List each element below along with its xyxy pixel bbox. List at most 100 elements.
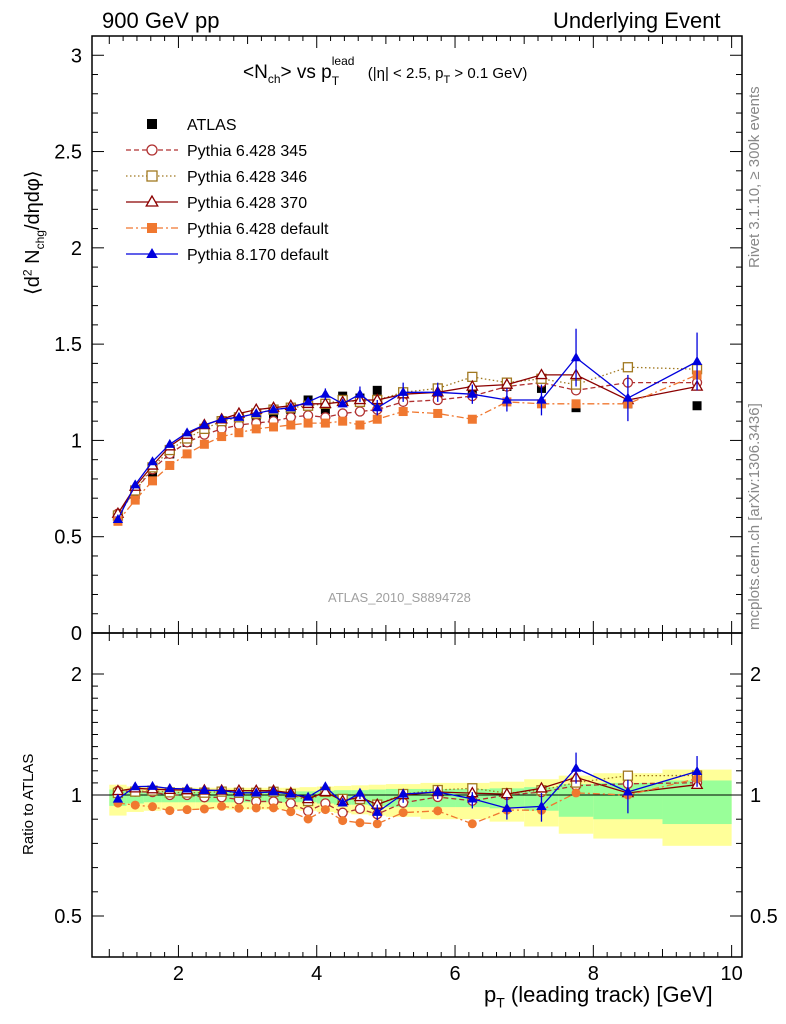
series-5-point [130, 479, 141, 489]
series-1-point [302, 410, 314, 421]
series-1-point [354, 406, 366, 417]
series-4-ratio-point [199, 804, 209, 814]
series-4-point [467, 414, 477, 424]
series-4-point [217, 432, 227, 442]
xlabel-part: p [484, 982, 497, 1007]
series-0-point [320, 405, 330, 415]
series-5-ratio-point [112, 793, 124, 803]
series-4-ratio-point [320, 805, 330, 815]
axis-ticks [92, 36, 742, 957]
title-sub: T [331, 74, 340, 88]
tick-labels: 0 0.5 1 1.5 2 2.5 3 0.5 0.5 1 1 2 2 2 4 6 8 10 [54, 45, 778, 985]
legend-label: Pythia 6.428 345 [187, 143, 307, 160]
series-4-point [130, 495, 140, 505]
series-4-ratio-point [467, 819, 477, 829]
ratio-y-tick-label: 1 [71, 785, 82, 807]
ylabel-sup: 2 [20, 269, 35, 277]
series-5-point [285, 402, 296, 412]
legend-marker [147, 119, 157, 129]
legend-marker [146, 170, 158, 182]
main-y-tick-label: 1.5 [54, 334, 82, 356]
series-4-point [165, 460, 175, 470]
x-axis-label: pT (leading track) [GeV] [484, 982, 713, 1010]
legend-label: ATLAS [187, 117, 237, 134]
series-5-point [181, 427, 193, 437]
main-y-tick-label: 0 [71, 623, 82, 645]
series-5-point [570, 352, 582, 362]
series-5-ratio-point [320, 781, 331, 791]
mcplots-text: mcplots.cern.ch [arXiv:1306.3436] [746, 403, 763, 630]
ylabel-part: ⟨d [22, 276, 44, 295]
series-4-ratio-point [251, 803, 261, 813]
title-cut: > 0.1 GeV) [450, 65, 528, 82]
ratio-y-label: Ratio to ATLAS [20, 753, 37, 855]
legend-marker [147, 223, 157, 233]
rivet-version-text: Rivet 3.1.10, ≥ 300k events [746, 86, 763, 268]
ratio-y-tick-label: 2 [71, 664, 82, 686]
series-5-ratio-point [147, 780, 158, 790]
ylabel-part: /dηdφ⟩ [22, 170, 44, 231]
series-3-ratio-point [535, 781, 548, 793]
series-1-point [337, 408, 348, 419]
ratio-y-tick-label-right: 2 [750, 664, 761, 686]
series-5-point [372, 402, 383, 412]
series-5-point [302, 396, 314, 406]
analysis-watermark: ATLAS_2010_S8894728 [328, 590, 471, 605]
xlabel-sub: T [496, 994, 505, 1011]
title-cut: (|η| < 2.5, p [367, 65, 444, 82]
series-4-point [338, 416, 348, 426]
series-5-point [164, 438, 175, 448]
series-5-ratio-point [302, 791, 314, 801]
series-4-point [372, 414, 382, 424]
series-4-ratio-point [269, 803, 279, 813]
series-4-ratio-point [398, 808, 408, 818]
series-5-ratio-point [130, 781, 141, 791]
series-4-ratio-point [372, 819, 382, 829]
series-5-ratio-point [354, 787, 366, 797]
series-5-ratio-point [622, 786, 634, 796]
series-0-point [692, 401, 702, 411]
ratio-y-tick-label: 0.5 [54, 906, 82, 928]
title-sup: lead [331, 54, 355, 68]
series-5-point [216, 413, 227, 423]
legend-marker [145, 194, 159, 207]
ylabel-sub: chg [33, 230, 47, 250]
series-5-point [268, 404, 279, 414]
series-5-ratio-point [501, 802, 513, 812]
series-5-point [251, 408, 262, 418]
series-4-ratio-point [303, 814, 313, 824]
y-axis-label: ⟨d2 Nchg/dηdφ⟩ [20, 170, 47, 295]
series-5-point [337, 398, 348, 408]
series-5-ratio-point [285, 788, 296, 798]
series-5-ratio-point [199, 784, 210, 794]
x-tick-label: 8 [588, 963, 599, 985]
series-5-ratio-point [691, 766, 703, 776]
series-4-point [571, 399, 581, 409]
ratio-y-tick-label-right: 1 [750, 785, 761, 807]
series-4-ratio-point [571, 788, 581, 798]
series-5-ratio-point [536, 801, 547, 811]
series-4-ratio-point [234, 803, 244, 813]
series-3-point [535, 368, 548, 380]
series-5-point [467, 388, 478, 398]
series-4-ratio-point [130, 800, 140, 810]
series-4-point [433, 408, 443, 418]
series-4-point [303, 418, 313, 428]
series-5-point [320, 388, 331, 398]
legend-marker [146, 144, 158, 156]
xlabel-part: (leading track) [GeV] [504, 982, 713, 1007]
series-5-ratio-point [432, 786, 443, 796]
series-5-ratio-point [372, 806, 383, 816]
x-tick-label: 2 [173, 963, 184, 985]
legend-label: Pythia 6.428 346 [187, 169, 307, 186]
ratio-y-tick-label-right: 0.5 [750, 906, 778, 928]
series-4-ratio-point [165, 806, 175, 816]
series-5-ratio-point [251, 787, 262, 797]
series-5-point [147, 456, 158, 466]
plot-title: <Nch> vs p lead T (|η| < 2.5, pT > 0.1 GeV) [243, 54, 528, 88]
x-tick-label: 6 [449, 963, 460, 985]
series-4-point [234, 428, 244, 438]
x-tick-label: 10 [721, 963, 743, 985]
series-4-point [269, 422, 279, 432]
